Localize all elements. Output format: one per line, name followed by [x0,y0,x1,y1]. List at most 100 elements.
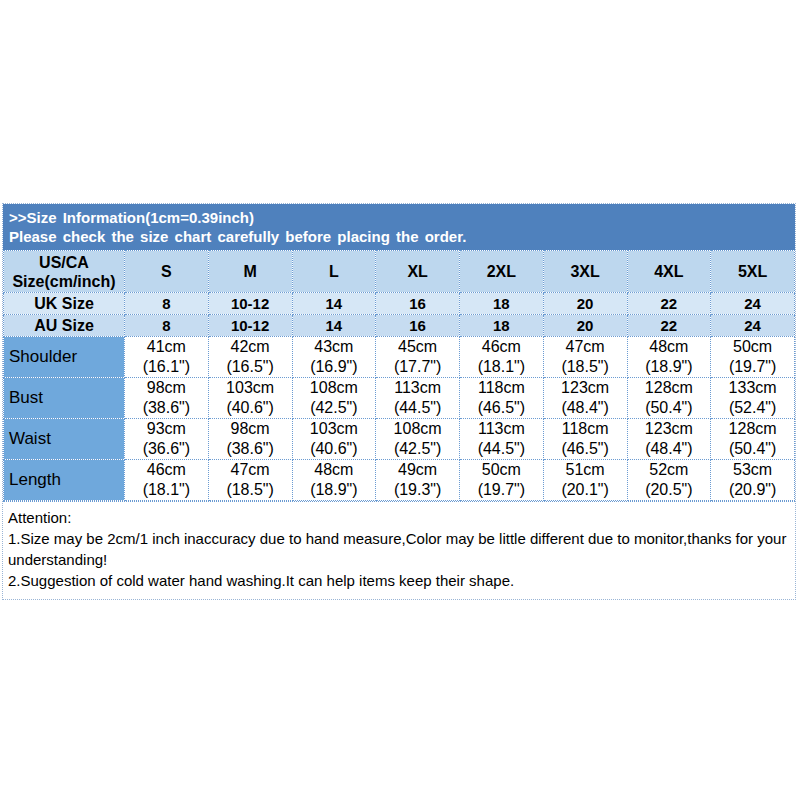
inch-value: (40.6") [293,439,376,459]
bust-cell: 98cm(38.6") [125,378,209,419]
inch-value: (18.9") [293,480,376,500]
au-value: 16 [376,315,460,337]
length-cell: 49cm(19.3") [376,460,460,501]
size-info-subtitle: Please check the size chart carefully be… [9,227,791,246]
inch-value: (52.4") [711,398,794,418]
bust-cell: 118cm(46.5") [460,378,544,419]
inch-value: (38.6") [125,398,208,418]
inch-value: (19.3") [376,480,459,500]
size-header-s: S [125,251,209,293]
inch-value: (48.4") [544,398,627,418]
attention-note-2: 2.Suggestion of cold water hand washing.… [8,570,789,591]
shoulder-cell: 48cm(18.9") [627,337,711,378]
shoulder-label: Shoulder [4,337,125,378]
inch-value: (20.1") [544,480,627,500]
shoulder-cell: 41cm(16.1") [125,337,209,378]
inch-value: (44.5") [460,439,543,459]
cm-value: 98cm [125,378,208,398]
length-cell: 48cm(18.9") [292,460,376,501]
cm-value: 98cm [209,419,292,439]
size-header-3xl: 3XL [543,251,627,293]
inch-value: (17.7") [376,357,459,377]
corner-header-cell: US/CA Size(cm/inch) [4,251,125,293]
cm-value: 48cm [293,460,376,480]
cm-value: 128cm [628,378,711,398]
cm-value: 51cm [544,460,627,480]
uk-value: 20 [543,293,627,315]
inch-value: (16.1") [125,357,208,377]
inch-value: (18.1") [125,480,208,500]
uk-size-label: UK Size [4,293,125,315]
cm-value: 128cm [711,419,794,439]
inch-value: (18.9") [628,357,711,377]
shoulder-cell: 42cm(16.5") [208,337,292,378]
inch-value: (36.6") [125,439,208,459]
cm-value: 113cm [460,419,543,439]
shoulder-cell: 43cm(16.9") [292,337,376,378]
size-info-title: >>Size Information(1cm=0.39inch) [9,208,791,227]
cm-value: 108cm [376,419,459,439]
inch-value: (20.9") [711,480,794,500]
inch-value: (20.5") [628,480,711,500]
uk-value: 14 [292,293,376,315]
cm-value: 46cm [460,337,543,357]
length-cell: 53cm(20.9") [711,460,795,501]
cm-value: 133cm [711,378,794,398]
waist-row: Waist 93cm(36.6") 98cm(38.6") 103cm(40.6… [4,419,795,460]
cm-value: 93cm [125,419,208,439]
bust-cell: 113cm(44.5") [376,378,460,419]
inch-value: (18.1") [460,357,543,377]
cm-value: 118cm [544,419,627,439]
length-cell: 47cm(18.5") [208,460,292,501]
cm-value: 108cm [293,378,376,398]
size-info-title-bar: >>Size Information(1cm=0.39inch) Please … [3,204,795,250]
shoulder-cell: 45cm(17.7") [376,337,460,378]
cm-value: 118cm [460,378,543,398]
au-value: 10-12 [208,315,292,337]
cm-value: 43cm [293,337,376,357]
inch-value: (16.9") [293,357,376,377]
size-header-4xl: 4XL [627,251,711,293]
cm-value: 47cm [544,337,627,357]
inch-value: (19.7") [460,480,543,500]
inch-value: (38.6") [209,439,292,459]
bust-cell: 123cm(48.4") [543,378,627,419]
au-value: 18 [460,315,544,337]
length-cell: 50cm(19.7") [460,460,544,501]
bust-label: Bust [4,378,125,419]
bust-row: Bust 98cm(38.6") 103cm(40.6") 108cm(42.5… [4,378,795,419]
waist-cell: 128cm(50.4") [711,419,795,460]
inch-value: (48.4") [628,439,711,459]
attention-note: Attention: 1.Size may be 2cm/1 inch inac… [3,501,795,599]
waist-label: Waist [4,419,125,460]
length-label: Length [4,460,125,501]
inch-value: (44.5") [376,398,459,418]
length-cell: 46cm(18.1") [125,460,209,501]
inch-value: (16.5") [209,357,292,377]
waist-cell: 113cm(44.5") [460,419,544,460]
uk-value: 8 [125,293,209,315]
inch-value: (50.4") [711,439,794,459]
size-header-5xl: 5XL [711,251,795,293]
inch-value: (40.6") [209,398,292,418]
cm-value: 46cm [125,460,208,480]
inch-value: (18.5") [209,480,292,500]
cm-value: 123cm [544,378,627,398]
attention-heading: Attention: [8,507,789,528]
cm-value: 48cm [628,337,711,357]
waist-cell: 98cm(38.6") [208,419,292,460]
inch-value: (46.5") [544,439,627,459]
shoulder-cell: 50cm(19.7") [711,337,795,378]
waist-cell: 108cm(42.5") [376,419,460,460]
cm-value: 52cm [628,460,711,480]
inch-value: (42.5") [293,398,376,418]
cm-value: 53cm [711,460,794,480]
corner-line2: Size(cm/inch) [4,272,124,291]
au-value: 22 [627,315,711,337]
au-size-label: AU Size [4,315,125,337]
uk-value: 10-12 [208,293,292,315]
cm-value: 42cm [209,337,292,357]
size-header-row: US/CA Size(cm/inch) S M L XL 2XL 3XL 4XL… [4,251,795,293]
au-value: 8 [125,315,209,337]
length-cell: 52cm(20.5") [627,460,711,501]
